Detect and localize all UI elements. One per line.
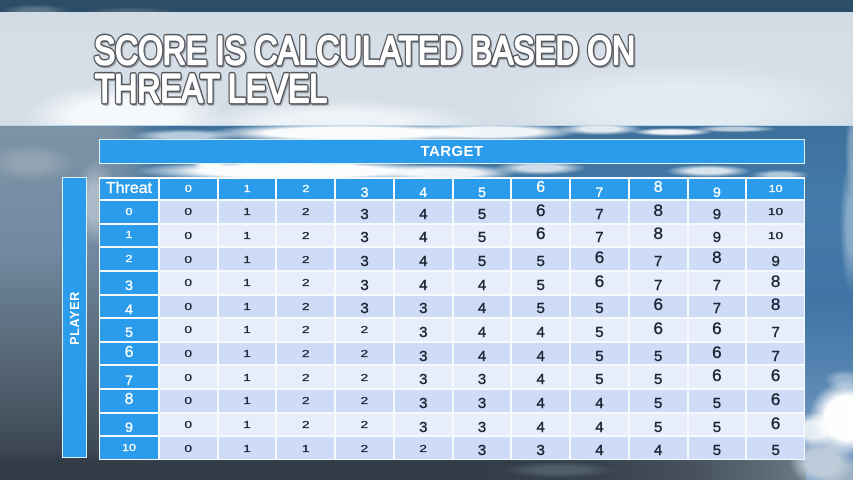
svg-text:THREAT LEVEL: THREAT LEVEL [95, 67, 327, 111]
svg-text:THREAT LEVEL: THREAT LEVEL [96, 68, 328, 112]
svg-text:SCORE IS CALCULATED BASED ON: SCORE IS CALCULATED BASED ON [95, 30, 636, 74]
svg-text:SCORE IS CALCULATED BASED ON: SCORE IS CALCULATED BASED ON [94, 29, 635, 73]
svg-text:SCORE IS CALCULATED BASED ON: SCORE IS CALCULATED BASED ON [94, 29, 635, 73]
svg-text:THREAT LEVEL: THREAT LEVEL [95, 67, 327, 111]
